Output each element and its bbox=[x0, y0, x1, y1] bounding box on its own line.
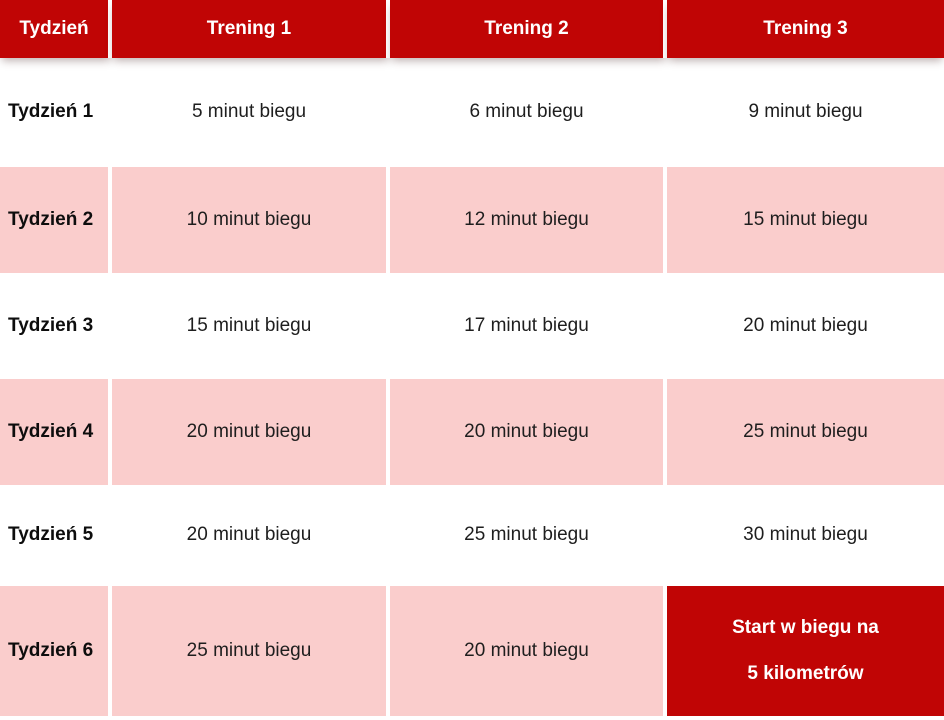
training-cell: 20 minut biegu bbox=[112, 485, 390, 586]
week-cell: Tydzień 1 bbox=[0, 58, 112, 167]
bottom-margin bbox=[0, 716, 944, 720]
training-cell: 25 minut biegu bbox=[667, 379, 944, 485]
training-cell: 20 minut biegu bbox=[667, 273, 944, 379]
training-cell: 10 minut biegu bbox=[112, 167, 390, 273]
week-cell: Tydzień 6 bbox=[0, 586, 112, 716]
training-cell: 9 minut biegu bbox=[667, 58, 944, 167]
race-highlight-cell: Start w biegu na 5 kilometrów bbox=[667, 586, 944, 716]
training-cell: 20 minut biegu bbox=[390, 379, 667, 485]
header-cell-tydzien: Tydzień bbox=[0, 0, 112, 58]
training-cell: 20 minut biegu bbox=[112, 379, 390, 485]
training-cell: 15 minut biegu bbox=[667, 167, 944, 273]
training-cell: 5 minut biegu bbox=[112, 58, 390, 167]
training-cell: 25 minut biegu bbox=[112, 586, 390, 716]
week-cell: Tydzień 4 bbox=[0, 379, 112, 485]
race-highlight-line: 5 kilometrów bbox=[747, 662, 864, 684]
training-cell: 17 minut biegu bbox=[390, 273, 667, 379]
race-highlight-line: Start w biegu na bbox=[732, 616, 879, 638]
header-cell-trening-1: Trening 1 bbox=[112, 0, 390, 58]
week-cell: Tydzień 3 bbox=[0, 273, 112, 379]
week-cell: Tydzień 2 bbox=[0, 167, 112, 273]
training-cell: 20 minut biegu bbox=[390, 586, 667, 716]
training-cell: 25 minut biegu bbox=[390, 485, 667, 586]
training-cell: 15 minut biegu bbox=[112, 273, 390, 379]
training-cell: 30 minut biegu bbox=[667, 485, 944, 586]
training-cell: 6 minut biegu bbox=[390, 58, 667, 167]
header-cell-trening-3: Trening 3 bbox=[667, 0, 944, 58]
training-cell: 12 minut biegu bbox=[390, 167, 667, 273]
week-cell: Tydzień 5 bbox=[0, 485, 112, 586]
header-cell-trening-2: Trening 2 bbox=[390, 0, 667, 58]
